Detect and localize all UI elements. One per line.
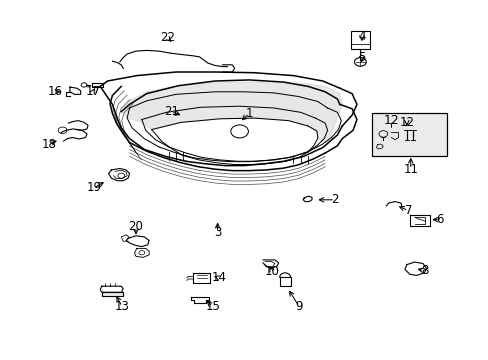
Text: 21: 21 bbox=[163, 105, 178, 118]
Text: 6: 6 bbox=[435, 213, 443, 226]
Text: 4: 4 bbox=[357, 30, 365, 42]
Text: 22: 22 bbox=[160, 31, 174, 44]
Text: 2: 2 bbox=[330, 193, 338, 206]
Text: 9: 9 bbox=[295, 300, 303, 313]
Text: 19: 19 bbox=[86, 181, 101, 194]
Text: 8: 8 bbox=[420, 264, 427, 277]
Bar bbox=[350, 31, 369, 49]
Text: 10: 10 bbox=[264, 265, 279, 278]
Text: 1: 1 bbox=[245, 107, 253, 120]
Text: 14: 14 bbox=[211, 271, 226, 284]
Text: 7: 7 bbox=[404, 204, 411, 217]
Text: 12: 12 bbox=[383, 114, 398, 127]
Text: 11: 11 bbox=[403, 163, 417, 176]
Text: 15: 15 bbox=[205, 300, 220, 313]
Text: 16: 16 bbox=[47, 85, 62, 98]
Text: 17: 17 bbox=[85, 85, 100, 98]
Text: 12: 12 bbox=[399, 116, 413, 129]
Text: 20: 20 bbox=[128, 220, 143, 233]
Polygon shape bbox=[121, 82, 342, 144]
Text: 18: 18 bbox=[41, 138, 56, 150]
Text: 5: 5 bbox=[357, 51, 365, 64]
Text: 13: 13 bbox=[115, 300, 129, 313]
Polygon shape bbox=[102, 292, 123, 296]
Bar bbox=[371, 113, 447, 156]
Text: 3: 3 bbox=[213, 226, 221, 239]
